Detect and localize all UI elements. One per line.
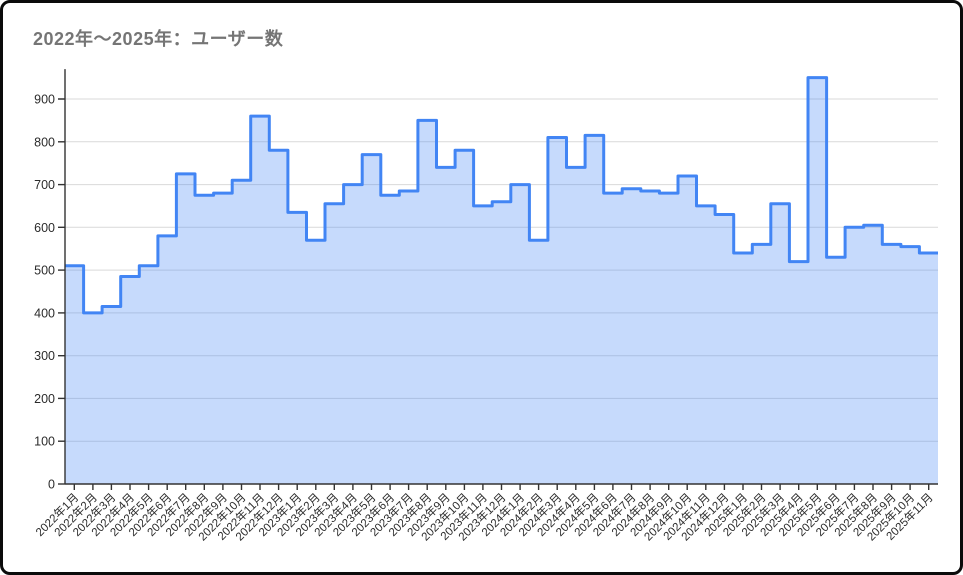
y-axis-tick-label: 0	[48, 478, 55, 492]
chart-title: 2022年～2025年：ユーザー数	[33, 29, 284, 49]
y-axis-tick-label: 100	[34, 435, 55, 449]
y-axis-tick-label: 600	[34, 221, 55, 235]
y-axis-tick-label: 900	[34, 93, 55, 107]
y-axis-tick-label: 500	[34, 264, 55, 278]
y-axis-tick-label: 200	[34, 392, 55, 406]
y-axis-tick-label: 700	[34, 178, 55, 192]
user-count-area	[65, 77, 938, 484]
user-count-line	[65, 76, 938, 315]
y-axis-tick-label: 300	[34, 349, 55, 363]
y-axis-tick-label: 800	[34, 135, 55, 149]
y-axis-tick-label: 400	[34, 306, 55, 320]
stepped-area-chart: 01002003004005006007008009002022年1月2022年…	[33, 69, 938, 544]
